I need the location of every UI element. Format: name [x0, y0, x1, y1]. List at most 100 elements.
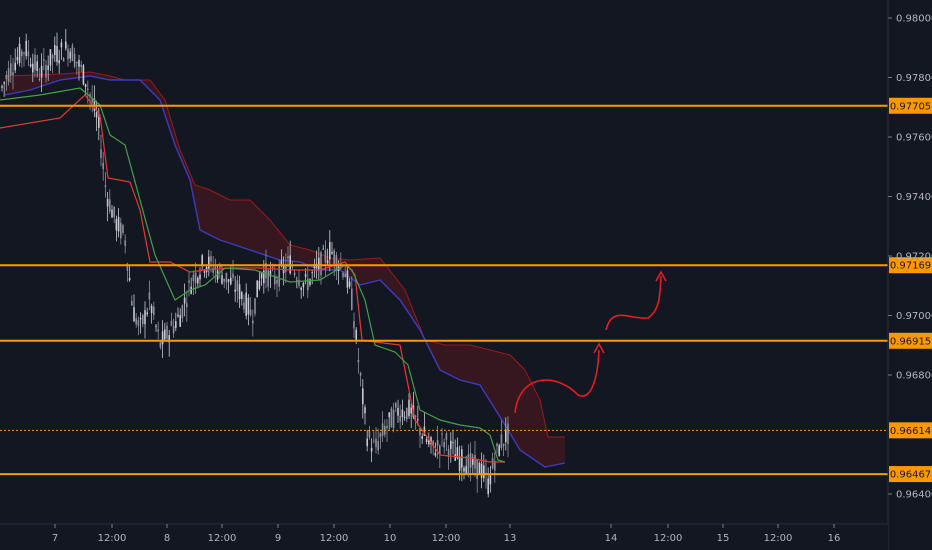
candle-body — [34, 54, 36, 70]
candle-body — [452, 442, 454, 444]
price-levels[interactable]: 0.97705 0.97169 0.96915 0.96614 0.96467 — [0, 97, 932, 483]
time-tick-label: 12:00 — [432, 533, 461, 544]
candle-body — [249, 309, 252, 316]
candle-body — [419, 428, 421, 436]
candle-body — [21, 51, 23, 57]
candle-body — [322, 248, 324, 250]
candle-body — [65, 41, 67, 49]
candle-body — [454, 454, 456, 461]
candle-body — [465, 466, 467, 474]
candle-body — [208, 256, 210, 269]
candle-body — [348, 281, 351, 287]
projection-arrows — [514, 270, 667, 414]
candle-body — [491, 458, 494, 469]
time-axis[interactable]: 7 12:00 8 12:00 9 12:00 10 12:00 13 14 12:00 15 12:0… — [0, 523, 888, 550]
candle-body — [128, 277, 131, 281]
candle-body — [326, 260, 329, 264]
candle-body — [27, 51, 30, 57]
candle-body — [153, 306, 155, 315]
candle-body — [201, 255, 203, 266]
candle-body — [300, 287, 302, 290]
time-tick-label: 12:00 — [98, 533, 127, 544]
candle-body — [329, 242, 331, 260]
candle-body — [144, 310, 146, 325]
candle-body — [436, 439, 439, 446]
candle-body — [38, 79, 41, 81]
candle-body — [392, 409, 395, 429]
candle-body — [14, 62, 16, 71]
candle-body — [507, 423, 509, 444]
candle-body — [192, 274, 195, 281]
candle-body — [335, 254, 338, 271]
price-tick-label: 0.96400 — [896, 490, 932, 501]
senkou-span-b — [4, 75, 566, 468]
time-tick-label: 9 — [275, 533, 281, 544]
candle-body — [480, 463, 483, 478]
candle-body — [155, 325, 157, 327]
candle-body — [234, 289, 236, 292]
candle-body — [269, 270, 272, 277]
candle-body — [285, 265, 287, 272]
candle-body — [124, 240, 126, 246]
candle-body — [502, 443, 505, 446]
candle-body — [443, 441, 445, 448]
candle-body — [62, 58, 65, 62]
candle-body — [227, 279, 230, 282]
indicator-lines — [0, 87, 506, 463]
candle-body — [386, 426, 388, 428]
candle-body — [472, 457, 474, 465]
candle-body — [219, 265, 221, 268]
candle-body — [258, 280, 261, 289]
time-tick-label: 12:00 — [320, 533, 349, 544]
candle-body — [377, 441, 379, 451]
candle-body — [450, 440, 452, 449]
candle-body — [91, 98, 93, 103]
time-tick-label: 14 — [605, 533, 618, 544]
candle-body — [73, 53, 76, 67]
candle-body — [483, 465, 485, 479]
candle-body — [423, 426, 426, 436]
candle-body — [113, 206, 115, 218]
candle-body — [439, 445, 441, 455]
price-level-label: 0.96915 — [890, 336, 931, 347]
candle-body — [29, 64, 32, 67]
time-tick-label: 16 — [828, 533, 841, 544]
candle-body — [170, 320, 173, 326]
candle-body — [45, 64, 47, 78]
candle-body — [311, 272, 313, 274]
time-axis-background — [0, 524, 888, 550]
candle-body — [351, 288, 353, 310]
candle-body — [181, 305, 184, 318]
candle-body — [142, 314, 144, 325]
candle-body — [199, 274, 201, 280]
candle-body — [146, 312, 148, 315]
candle-body — [265, 262, 267, 279]
candle-body — [353, 321, 355, 329]
candle-body — [98, 117, 100, 128]
candle-body — [417, 419, 419, 421]
candle-body — [487, 478, 489, 495]
candle-body — [368, 430, 371, 438]
candle-body — [164, 329, 166, 340]
candle-body — [36, 61, 38, 71]
candle-body — [489, 473, 492, 485]
candle-body — [408, 399, 410, 417]
candle-body — [71, 45, 74, 62]
candle-body — [111, 209, 113, 218]
candle-body — [432, 440, 434, 447]
candle-body — [159, 342, 162, 348]
candle-body — [421, 435, 423, 439]
price-level-label: 0.97705 — [890, 101, 931, 112]
candle-body — [5, 75, 8, 80]
candle-body — [188, 280, 190, 283]
candle-body — [137, 320, 140, 326]
candle-body — [318, 257, 320, 270]
candle-body — [212, 267, 214, 273]
price-axis[interactable]: 0.97705 0.97169 0.96915 0.96614 0.96467 0.980… — [887, 0, 932, 550]
